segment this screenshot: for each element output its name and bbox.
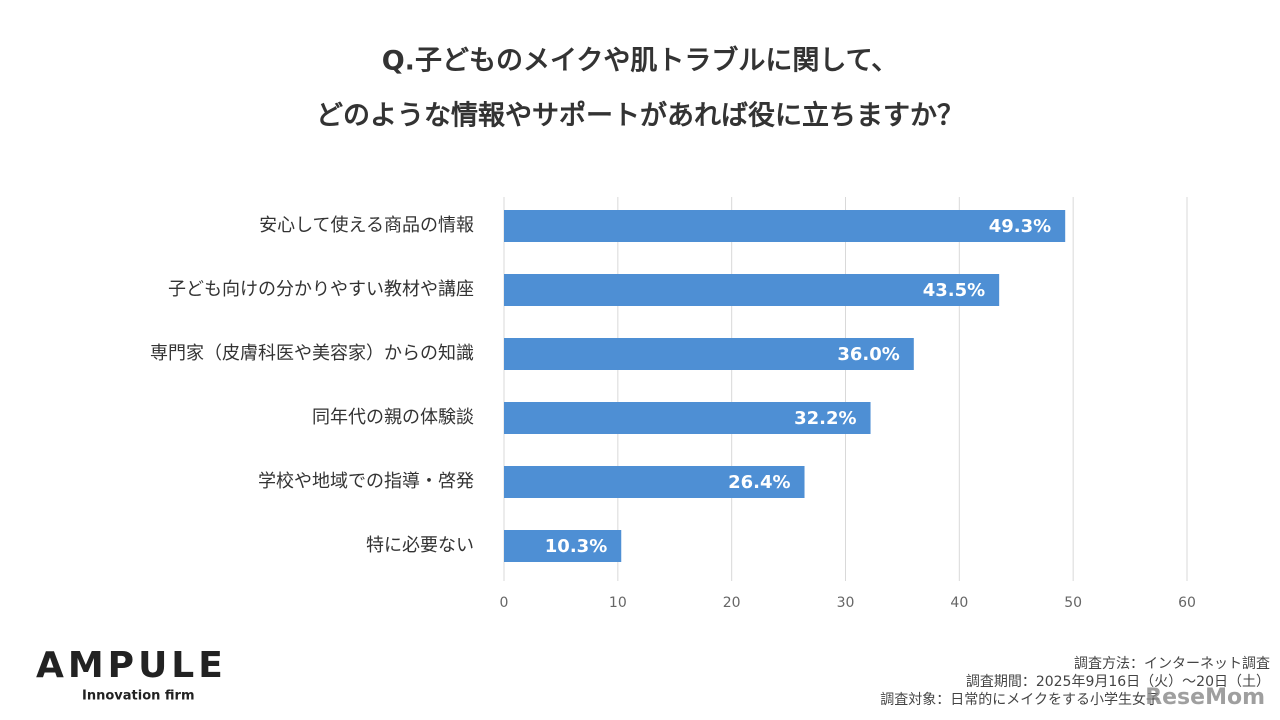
bar [504,210,1066,242]
note: 調査対象：日常的にメイクをする小学生女子 [880,691,1160,708]
y-tick-label: 学校や地域での指導・啓発 [258,471,474,492]
y-tick-label: 子ども向けの分かりやすい教材や講座 [168,279,474,300]
chart-title: どのような情報やサポートがあれば役に立ちますか？ [316,100,964,132]
value-label: 49.3% [989,216,1051,237]
bar [504,338,914,370]
y-tick-label: 特に必要ない [366,535,474,556]
value-label: 26.4% [728,472,790,493]
note: 調査期間：2025年9月16日（火）～20日（土） [966,674,1270,690]
value-label: 36.0% [837,344,899,365]
x-tick-label: 40 [950,595,968,611]
bar [504,274,1000,306]
bar [504,530,622,562]
y-tick-label: 専門家（皮膚科医や美容家）からの知識 [150,343,474,364]
bar [504,466,805,498]
watermark: ReseMom [1145,685,1265,710]
value-label: 43.5% [923,280,985,301]
y-tick-label: 同年代の親の体験談 [312,407,474,428]
value-label: 10.3% [545,536,607,557]
chart-title: Q.子どものメイクや肌トラブルに関して、 [382,45,899,77]
y-tick-label: 安心して使える商品の情報 [259,215,474,236]
x-tick-label: 0 [500,595,509,611]
bar [504,402,871,434]
x-tick-label: 50 [1064,595,1082,611]
logo-tagline: Innovation firm [82,689,195,704]
x-tick-label: 30 [837,595,855,611]
logo-name: AMPULE [36,645,227,686]
x-tick-label: 20 [723,595,741,611]
note: 調査方法：インターネット調査 [1074,656,1270,672]
x-tick-label: 10 [609,595,627,611]
x-tick-label: 60 [1178,595,1196,611]
value-label: 32.2% [794,408,856,429]
